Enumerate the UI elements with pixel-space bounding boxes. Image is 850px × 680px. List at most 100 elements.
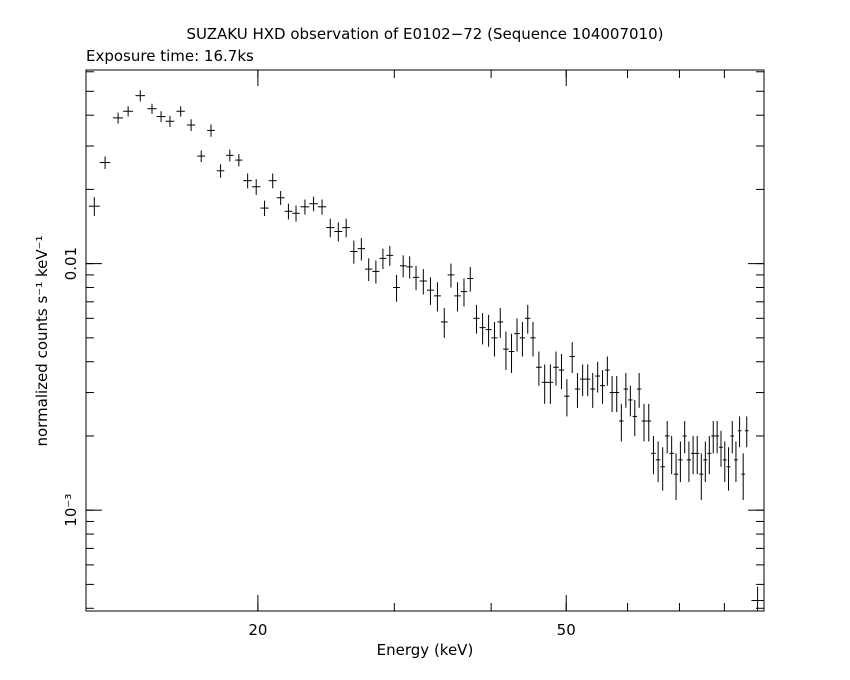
data-points (88, 90, 764, 611)
data-point (726, 447, 731, 491)
data-point (590, 373, 596, 408)
data-point (365, 258, 373, 282)
data-point (628, 385, 633, 417)
data-point (585, 364, 591, 397)
data-point (730, 420, 735, 454)
data-point (655, 441, 661, 483)
data-point (379, 248, 387, 270)
data-point (467, 266, 474, 292)
plot-frame (85, 69, 765, 612)
data-point (447, 263, 455, 288)
data-point (147, 103, 157, 114)
data-point (426, 277, 434, 305)
data-point (460, 278, 468, 307)
data-point (406, 256, 413, 279)
data-point (673, 453, 679, 500)
data-point (707, 435, 712, 475)
data-point (207, 124, 215, 137)
data-point (678, 441, 683, 483)
data-point (473, 304, 480, 334)
y-tick-label: 10⁻³ (62, 494, 80, 527)
data-point (186, 119, 196, 132)
data-point (741, 453, 745, 500)
data-point (508, 333, 515, 374)
data-point (646, 403, 652, 442)
data-point (326, 218, 335, 238)
data-point (284, 203, 293, 220)
data-point (641, 403, 647, 442)
y-tick-label: 0.01 (62, 247, 80, 280)
data-point (682, 420, 687, 454)
data-point (530, 321, 536, 357)
data-point (372, 260, 380, 284)
major-ticks (86, 70, 764, 611)
data-point (176, 106, 185, 117)
data-point (514, 318, 520, 352)
data-point (300, 199, 310, 215)
data-point (268, 173, 277, 189)
data-point (216, 164, 225, 178)
data-point (243, 173, 252, 189)
data-point (433, 282, 441, 312)
data-point (636, 373, 642, 408)
data-point (99, 156, 111, 169)
data-point (519, 321, 526, 357)
data-point (711, 420, 716, 454)
data-point (123, 106, 134, 117)
data-point (112, 112, 124, 124)
data-point (350, 240, 358, 264)
data-point (632, 399, 637, 436)
data-point (744, 416, 749, 448)
data-point (660, 447, 665, 491)
data-point (419, 269, 427, 295)
data-point (165, 115, 175, 128)
data-point (703, 441, 708, 483)
data-point (751, 586, 764, 611)
data-point (564, 379, 570, 417)
data-point (595, 361, 601, 393)
data-point (686, 441, 692, 483)
data-point (479, 313, 486, 345)
minor-ticks (86, 70, 765, 611)
data-point (604, 356, 610, 386)
data-point (699, 453, 704, 500)
data-point (737, 416, 742, 448)
data-point (197, 150, 206, 163)
chart-subtitle: Exposure time: 16.7ks (86, 47, 254, 65)
data-point (503, 331, 509, 371)
data-point (386, 245, 394, 266)
data-point (569, 342, 575, 374)
data-point (226, 149, 234, 162)
data-point (357, 238, 366, 261)
data-point (491, 321, 498, 357)
data-point (695, 435, 700, 475)
data-point (715, 420, 720, 454)
data-point (399, 255, 407, 278)
data-point (719, 430, 723, 467)
data-point (497, 308, 504, 338)
data-point (276, 191, 285, 205)
data-point (580, 364, 586, 397)
data-point (88, 197, 100, 217)
data-point (614, 376, 620, 413)
data-point (619, 403, 624, 442)
data-point (623, 373, 629, 408)
data-point (547, 364, 554, 404)
data-point (393, 274, 400, 302)
data-point (260, 200, 269, 217)
chart-title: SUZAKU HXD observation of E0102−72 (Sequ… (187, 25, 664, 43)
data-point (135, 90, 146, 102)
data-point (669, 435, 674, 475)
y-axis-label: normalized counts s⁻¹ keV⁻¹ (33, 235, 51, 446)
x-axis-label: Energy (keV) (377, 641, 474, 659)
data-point (525, 304, 531, 334)
data-point (558, 353, 565, 390)
data-point (535, 351, 542, 386)
data-point (440, 308, 448, 338)
data-point (734, 441, 738, 483)
data-point (722, 441, 727, 483)
x-tick-label: 20 (248, 621, 267, 639)
tick-labels: 20 50 0.01 10⁻³ (62, 247, 576, 639)
data-point (156, 111, 166, 123)
